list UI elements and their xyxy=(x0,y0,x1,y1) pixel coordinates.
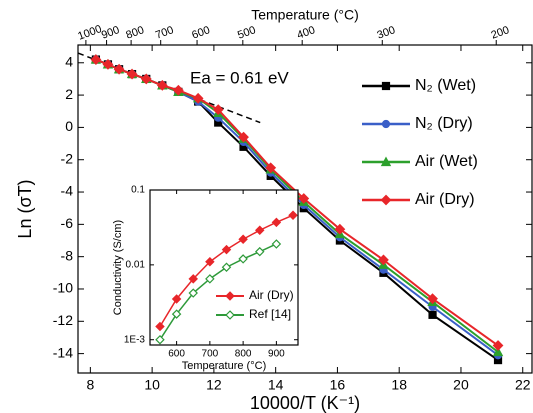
y-tick-label: 0.01 xyxy=(126,259,146,270)
data-point xyxy=(428,310,437,319)
legend-marker xyxy=(381,119,391,129)
data-point xyxy=(90,54,102,65)
y-tick-label: -14 xyxy=(53,344,73,360)
x2-tick-label: 300 xyxy=(376,24,397,42)
y-tick-label: -12 xyxy=(53,312,73,328)
x-tick-label: 600 xyxy=(168,349,185,360)
data-point xyxy=(492,340,504,351)
data-point xyxy=(288,210,298,220)
legend-label: N₂ (Wet) xyxy=(415,77,476,94)
legend-label: Air (Dry) xyxy=(415,191,475,208)
data-point xyxy=(238,234,248,244)
data-point xyxy=(427,293,438,305)
x2-tick-label: 800 xyxy=(124,24,145,42)
data-point xyxy=(171,294,182,304)
legend-label: Air (Wet) xyxy=(415,153,478,170)
x2-axis-title: Temperature (°C) xyxy=(251,7,359,23)
y-tick-label: -6 xyxy=(61,215,74,231)
x-tick-label: 18 xyxy=(391,376,407,392)
x2-tick-label: 1000 xyxy=(76,23,103,43)
x-tick-label: 14 xyxy=(268,376,284,392)
data-point xyxy=(140,73,152,85)
plot-frame xyxy=(149,189,299,346)
x2-tick-label: 400 xyxy=(295,24,316,42)
data-point xyxy=(188,274,198,284)
data-point xyxy=(102,58,114,70)
legend-marker xyxy=(225,310,235,320)
x-tick-label: 22 xyxy=(515,376,531,392)
y-tick-label: 2 xyxy=(65,86,73,102)
data-point xyxy=(238,254,248,264)
legend-marker xyxy=(380,194,392,206)
data-point xyxy=(212,104,224,116)
plot-frame xyxy=(77,44,533,374)
legend-label: Ref [14] xyxy=(249,307,291,321)
annotation: Ea = 0.61 eV xyxy=(190,68,289,87)
data-point xyxy=(221,262,232,272)
data-point xyxy=(156,79,168,91)
data-point xyxy=(192,92,204,104)
data-point xyxy=(334,223,346,235)
y-tick-label: -4 xyxy=(61,183,74,199)
legend-marker xyxy=(380,156,392,167)
y-tick-label: 0 xyxy=(65,118,73,134)
legend-label: N₂ (Dry) xyxy=(415,115,473,132)
data-point xyxy=(155,321,165,332)
y-axis-title: Ln (σT) xyxy=(15,179,35,238)
x-axis-title: 10000/T (K⁻¹) xyxy=(250,393,360,413)
data-point xyxy=(378,254,389,266)
data-point xyxy=(126,68,138,80)
x2-tick-label: 900 xyxy=(100,24,121,42)
legend-marker xyxy=(225,291,235,301)
y-tick-label: 4 xyxy=(65,53,73,69)
x2-tick-label: 500 xyxy=(236,24,257,42)
x-tick-label: 8 xyxy=(86,376,94,392)
data-point xyxy=(205,257,215,267)
data-point xyxy=(205,274,215,284)
legend-label: Air (Dry) xyxy=(249,288,294,302)
data-point xyxy=(171,309,182,319)
data-point xyxy=(255,225,265,235)
data-point xyxy=(172,84,184,96)
x-tick-label: 12 xyxy=(206,376,222,392)
x2-tick-label: 600 xyxy=(190,24,211,42)
data-point xyxy=(265,162,277,174)
data-point xyxy=(155,334,165,345)
x-tick-label: 16 xyxy=(330,376,346,392)
data-point xyxy=(298,193,310,204)
x-tick-label: 800 xyxy=(235,349,252,360)
y-tick-label: -10 xyxy=(53,280,73,296)
y-axis-title: Conductivity (S/cm) xyxy=(112,220,124,315)
series-line xyxy=(95,58,499,347)
data-point xyxy=(113,63,125,75)
y-tick-label: -8 xyxy=(61,247,74,263)
data-point xyxy=(188,288,198,298)
x-tick-label: 900 xyxy=(268,349,285,360)
x2-tick-label: 700 xyxy=(154,24,175,42)
y-tick-label: -2 xyxy=(61,150,74,166)
data-point xyxy=(271,239,282,249)
data-point xyxy=(271,217,282,228)
legend-marker xyxy=(381,81,391,91)
data-point xyxy=(238,131,249,143)
y-tick-label: 0.1 xyxy=(131,185,145,196)
data-point xyxy=(221,244,232,255)
data-point xyxy=(255,246,265,257)
data-point xyxy=(492,346,504,357)
x-tick-label: 10 xyxy=(144,376,160,392)
x-tick-label: 700 xyxy=(202,349,219,360)
x2-tick-label: 200 xyxy=(490,24,511,42)
x-tick-label: 20 xyxy=(453,376,469,392)
y-tick-label: 1E-3 xyxy=(124,334,146,345)
x-axis-title: Temperature (°C) xyxy=(182,360,266,372)
